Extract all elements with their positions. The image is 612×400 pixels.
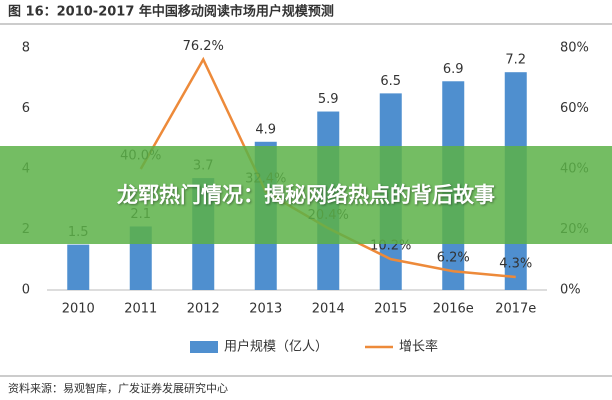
bar-value-label: 7.2 xyxy=(505,53,526,68)
y-tick-label: 6 xyxy=(22,101,30,116)
bar-value-label: 6.5 xyxy=(380,74,401,89)
legend-swatch xyxy=(190,341,218,353)
y-tick-label: 0 xyxy=(22,283,30,298)
bar xyxy=(67,244,90,290)
legend-label: 增长率 xyxy=(399,339,438,355)
x-tick-label: 2016e xyxy=(433,302,474,317)
banner-text: 龙郓热门情况：揭秘网络热点的背后故事 xyxy=(117,183,495,207)
x-tick-label: 2014 xyxy=(312,302,345,317)
line-value-label: 4.3% xyxy=(499,256,532,271)
x-tick-label: 2011 xyxy=(124,302,157,317)
source: 资料来源：易观智库，广发证券发展研究中心 xyxy=(8,381,228,395)
chart-title: 图 16：2010-2017 年中国移动阅读市场用户规模预测 xyxy=(8,4,334,20)
y-tick-label: 8 xyxy=(22,41,30,56)
line-value-label: 76.2% xyxy=(183,39,224,54)
bar-value-label: 4.9 xyxy=(255,122,276,137)
x-tick-label: 2017e xyxy=(495,302,536,317)
x-tick-label: 2013 xyxy=(249,302,282,317)
x-tick-label: 2015 xyxy=(374,302,407,317)
line-value-label: 6.2% xyxy=(437,251,470,266)
banner: 龙郓热门情况：揭秘网络热点的背后故事 xyxy=(0,146,612,244)
legend-label: 用户规模（亿人） xyxy=(224,339,328,355)
x-tick-label: 2010 xyxy=(62,302,95,317)
bar-value-label: 6.9 xyxy=(443,62,464,77)
y2-tick-label: 0% xyxy=(560,283,581,298)
y2-tick-label: 80% xyxy=(560,41,589,56)
y2-tick-label: 60% xyxy=(560,101,589,116)
x-tick-label: 2012 xyxy=(187,302,220,317)
bar-value-label: 5.9 xyxy=(318,92,339,107)
